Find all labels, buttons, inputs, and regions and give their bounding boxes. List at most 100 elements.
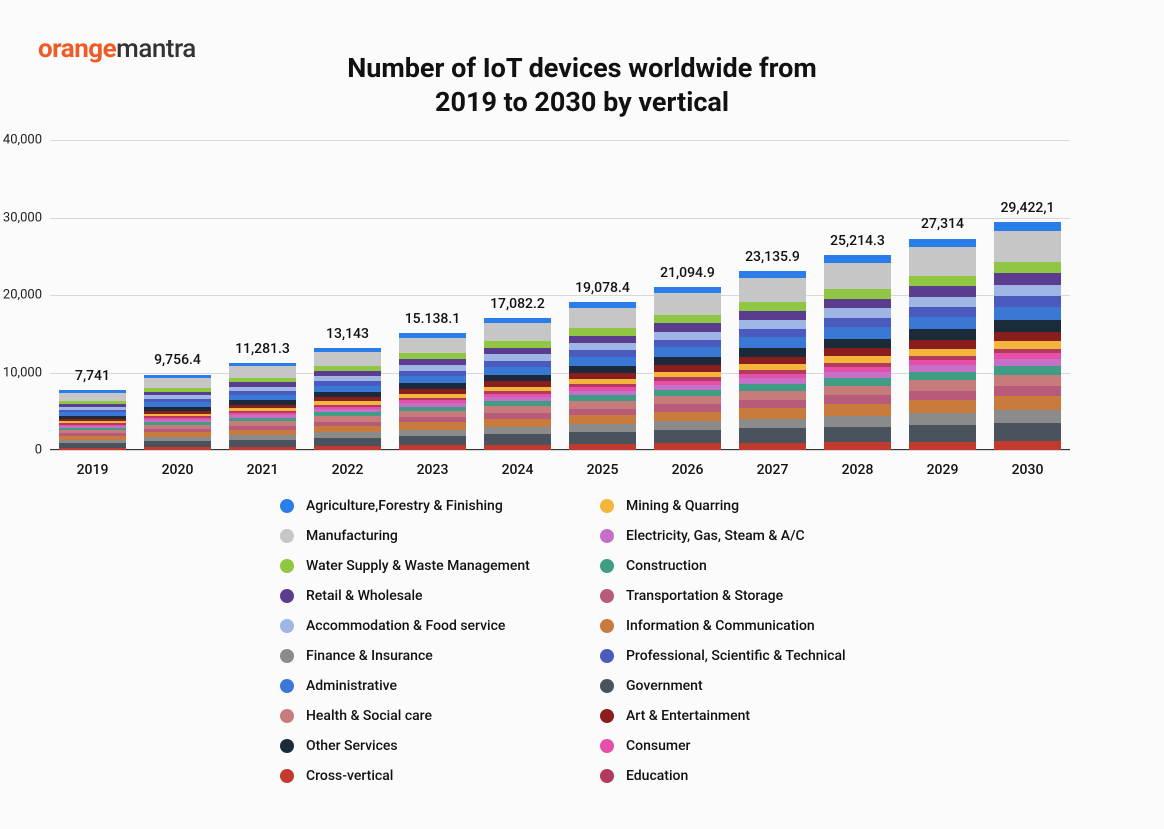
x-axis-label: 2021 <box>247 462 279 478</box>
bar-segment <box>909 349 975 356</box>
bar-total-label: 15.138.1 <box>405 311 461 327</box>
bar-segment <box>994 366 1060 375</box>
x-axis-label: 2027 <box>757 462 789 478</box>
bar-segment <box>909 307 975 317</box>
x-axis-label: 2023 <box>417 462 449 478</box>
stacked-bar <box>909 238 975 450</box>
bar-segment <box>484 367 550 375</box>
legend-swatch <box>280 739 294 753</box>
stacked-bar <box>229 363 295 450</box>
bar-segment <box>739 428 805 442</box>
legend-item: Education <box>600 768 900 784</box>
bar-segment <box>824 308 890 318</box>
bar-segment <box>654 430 720 443</box>
y-axis-label: 40,000 <box>3 133 42 148</box>
bar-segment <box>824 378 890 386</box>
bar-segment <box>484 434 550 445</box>
bar-segment <box>909 239 975 247</box>
legend-swatch <box>600 709 614 723</box>
legend-label: Cross-vertical <box>306 768 393 784</box>
legend-item: Finance & Insurance <box>280 648 580 664</box>
bar-segment <box>569 401 635 408</box>
bar-segment <box>654 323 720 331</box>
legend-label: Mining & Quarring <box>626 498 739 514</box>
legend-label: Transportation & Storage <box>626 588 783 604</box>
legend-swatch <box>280 649 294 663</box>
bar-segment <box>994 320 1060 331</box>
bar-segment <box>144 378 210 388</box>
bar-segment <box>824 339 890 349</box>
bar-segment <box>654 340 720 347</box>
legend-label: Art & Entertainment <box>626 708 750 724</box>
legend-item: Health & Social care <box>280 708 580 724</box>
bar-segment <box>569 336 635 343</box>
legend-item: Mining & Quarring <box>600 498 900 514</box>
bar-segment <box>484 341 550 348</box>
bar-segment <box>909 442 975 450</box>
bar-segment <box>739 320 805 329</box>
bar-segment <box>569 444 635 450</box>
bar-segment <box>824 327 890 339</box>
bar-segment <box>909 425 975 442</box>
bar-segment <box>739 400 805 408</box>
legend-swatch <box>600 589 614 603</box>
bar-segment <box>399 422 465 429</box>
legend-item: Information & Communication <box>600 618 900 634</box>
bar-segment <box>59 393 125 401</box>
bar-segment <box>569 432 635 444</box>
bar-segment <box>229 366 295 378</box>
bar-segment <box>739 311 805 320</box>
bar-total-label: 19,078.4 <box>575 280 630 296</box>
legend-swatch <box>600 739 614 753</box>
bar-segment <box>824 442 890 450</box>
bar-segment <box>994 396 1060 410</box>
bar-segment <box>739 391 805 400</box>
bar-segment <box>909 372 975 380</box>
iot-stacked-bar-chart: 010,00020,00030,00040,0007,74120199,756.… <box>50 140 1070 450</box>
bar-total-label: 23,135.9 <box>745 249 800 265</box>
legend-label: Health & Social care <box>306 708 432 724</box>
x-axis-label: 2025 <box>587 462 619 478</box>
gridline <box>50 140 1070 141</box>
bar-segment <box>994 296 1060 306</box>
legend-swatch <box>600 499 614 513</box>
legend-item: Professional, Scientific & Technical <box>600 648 900 664</box>
bar-segment <box>399 445 465 450</box>
legend-label: Water Supply & Waste Management <box>306 558 530 574</box>
legend-item: Transportation & Storage <box>600 588 900 604</box>
bar-segment <box>484 348 550 355</box>
bar-segment <box>909 286 975 297</box>
bar-segment <box>909 400 975 413</box>
stacked-bar <box>399 333 465 450</box>
bar-segment <box>994 359 1060 366</box>
legend-item: Accommodation & Food service <box>280 618 580 634</box>
legend-label: Consumer <box>626 738 691 754</box>
stacked-bar <box>314 348 380 450</box>
legend-swatch <box>600 619 614 633</box>
plot-area: 010,00020,00030,00040,0007,74120199,756.… <box>50 140 1070 450</box>
bar-segment <box>739 384 805 391</box>
legend-swatch <box>280 559 294 573</box>
stacked-bar <box>994 222 1060 450</box>
bar-2023: 15.138.12023 <box>399 333 465 450</box>
bar-segment <box>824 318 890 327</box>
bar-segment <box>314 352 380 366</box>
legend-swatch <box>600 649 614 663</box>
bar-segment <box>484 445 550 450</box>
legend-label: Government <box>626 678 703 694</box>
x-axis-label: 2028 <box>842 462 874 478</box>
bar-segment <box>994 423 1060 441</box>
bar-2030: 29,422,12030 <box>994 222 1060 450</box>
bar-segment <box>909 413 975 425</box>
bar-segment <box>569 350 635 357</box>
bar-segment <box>994 273 1060 284</box>
legend-swatch <box>280 529 294 543</box>
bar-segment <box>739 443 805 450</box>
bar-segment <box>654 396 720 404</box>
legend-item: Government <box>600 678 900 694</box>
legend-swatch <box>600 679 614 693</box>
bar-segment <box>994 410 1060 423</box>
stacked-bar <box>144 374 210 450</box>
bar-segment <box>654 315 720 323</box>
bar-segment <box>994 285 1060 296</box>
